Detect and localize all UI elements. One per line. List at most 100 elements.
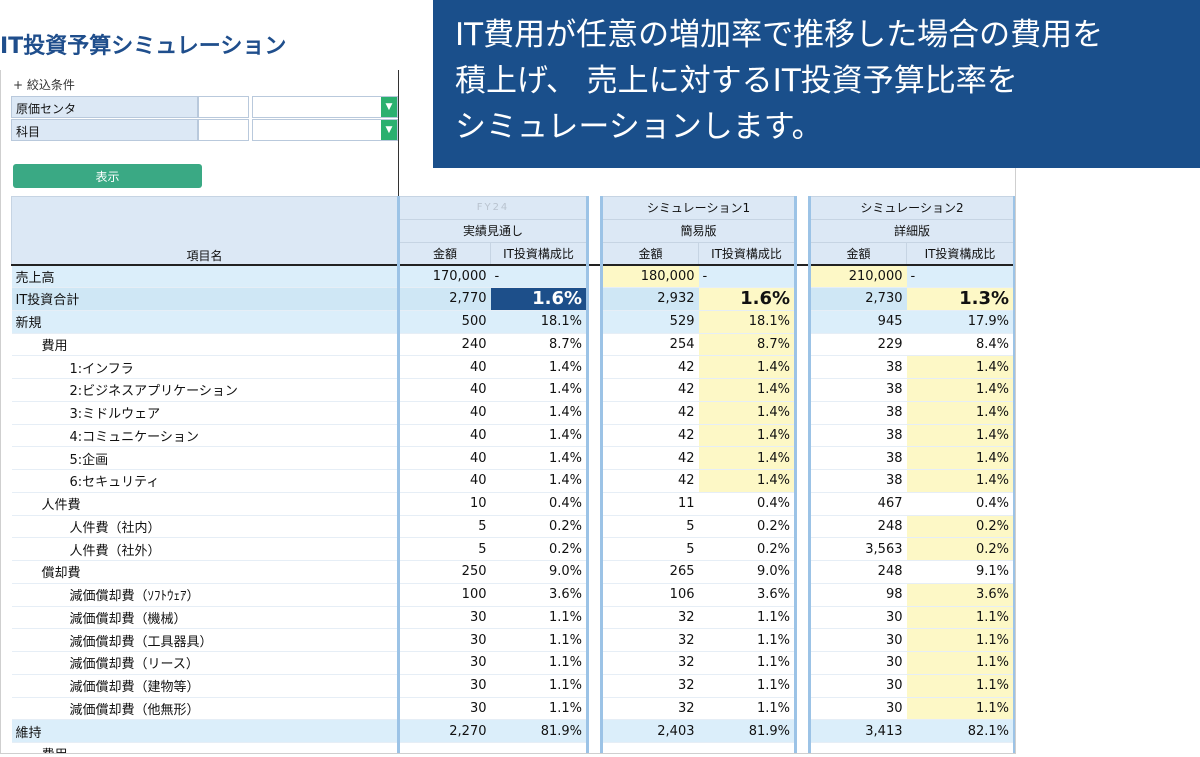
ratio-cell: 0.2% — [698, 537, 797, 561]
row-label: 3:ミドルウェア — [11, 401, 399, 425]
amount-cell: 265 — [600, 560, 699, 584]
amount-cell: 240 — [397, 333, 491, 357]
filter-label-account: 科目 — [11, 119, 198, 141]
filter-toggle[interactable]: + 絞込条件 — [13, 78, 75, 92]
amount-cell: 40 — [397, 469, 491, 493]
ratio-cell: 1.4% — [490, 378, 589, 402]
ratio-cell: 1.4% — [906, 401, 1015, 425]
amount-cell: 248 — [808, 560, 907, 584]
header-row-columns: 金額 IT投資構成比 金額 IT投資構成比 金額 IT投資構成比 — [12, 241, 1015, 266]
group-header-sim2: シミュレーション2 — [808, 196, 1015, 220]
row-label: 費用 — [11, 742, 399, 753]
table-row: 人件費 10 0.4% 11 0.4% 467 0.4% — [11, 492, 1015, 516]
col-header-ratio: IT投資構成比 — [490, 241, 589, 266]
ratio-cell: 8.7% — [698, 333, 797, 357]
amount-cell — [808, 742, 907, 753]
ratio-cell: 1.4% — [698, 401, 797, 425]
cost-center-code-input[interactable] — [198, 96, 249, 118]
table-row: 人件費（社内） 5 0.2% 5 0.2% 248 0.2% — [11, 515, 1015, 539]
row-label: 減価償却費（工具器具） — [11, 628, 399, 652]
ratio-cell: 1.4% — [906, 355, 1015, 379]
row-label: 減価償却費（他無形） — [11, 697, 399, 721]
amount-cell: 180,000 — [600, 263, 699, 288]
amount-cell — [397, 742, 491, 753]
row-label: 減価償却費（ｿﾌﾄｳｪｱ） — [11, 583, 399, 607]
table-row: 2:ビジネスアプリケーション 40 1.4% 42 1.4% 38 1.4% — [11, 378, 1015, 402]
chevron-down-icon[interactable]: ▼ — [381, 120, 397, 140]
ratio-cell: 1.1% — [698, 674, 797, 698]
amount-cell: 254 — [600, 333, 699, 357]
amount-cell: 2,403 — [600, 719, 699, 743]
amount-cell: 42 — [600, 401, 699, 425]
show-button[interactable]: 表示 — [13, 164, 202, 188]
row-label: 減価償却費（建物等） — [11, 674, 399, 698]
row-label: 売上高 — [11, 263, 399, 288]
amount-cell: 40 — [397, 378, 491, 402]
amount-cell: 38 — [808, 469, 907, 493]
table-row: 減価償却費（ｿﾌﾄｳｪｱ） 100 3.6% 106 3.6% 98 3.6% — [11, 583, 1015, 607]
amount-cell: 32 — [600, 674, 699, 698]
table-row: 3:ミドルウェア 40 1.4% 42 1.4% 38 1.4% — [11, 401, 1015, 425]
table-row: 減価償却費（工具器具） 30 1.1% 32 1.1% 30 1.1% — [11, 628, 1015, 652]
amount-cell: 3,413 — [808, 719, 907, 743]
ratio-cell: 0.2% — [490, 515, 589, 539]
ratio-cell: 1.6% — [698, 287, 797, 311]
amount-cell: 30 — [397, 628, 491, 652]
row-label: 人件費（社外） — [11, 537, 399, 561]
amount-cell: 2,270 — [397, 719, 491, 743]
amount-cell: 42 — [600, 446, 699, 470]
table-row: 6:セキュリティ 40 1.4% 42 1.4% 38 1.4% — [11, 469, 1015, 493]
amount-cell: 5 — [600, 537, 699, 561]
ratio-cell: 81.9% — [490, 719, 589, 743]
ratio-cell: 1.4% — [906, 424, 1015, 448]
amount-cell: 30 — [397, 697, 491, 721]
chevron-down-icon[interactable]: ▼ — [381, 97, 397, 117]
row-label: 1:インフラ — [11, 355, 399, 379]
row-label: 償却費 — [11, 560, 399, 584]
col-header-ratio: IT投資構成比 — [906, 241, 1015, 266]
amount-cell: 98 — [808, 583, 907, 607]
col-header-amount: 金額 — [600, 241, 699, 266]
item-name-header: 項目名 — [11, 195, 399, 266]
row-label: IT投資合計 — [11, 287, 399, 311]
ratio-cell: 1.4% — [906, 446, 1015, 470]
amount-cell: 38 — [808, 424, 907, 448]
ratio-cell: 1.1% — [906, 674, 1015, 698]
amount-cell: 38 — [808, 401, 907, 425]
amount-cell: 3,563 — [808, 537, 907, 561]
banner-line: 積上げ、 売上に対するIT投資予算比率を — [455, 63, 1018, 99]
simulation-panel: + 絞込条件 原価センタ ▼ 科目 ▼ 表示 — [0, 70, 1016, 754]
row-label: 2:ビジネスアプリケーション — [11, 378, 399, 402]
ratio-cell: 18.1% — [698, 310, 797, 334]
amount-cell — [600, 742, 699, 753]
ratio-cell: 1.1% — [490, 606, 589, 630]
row-label: 人件費 — [11, 492, 399, 516]
cost-center-select[interactable]: ▼ — [252, 96, 398, 118]
table-row: 減価償却費（他無形） 30 1.1% 32 1.1% 30 1.1% — [11, 697, 1015, 721]
amount-cell: 229 — [808, 333, 907, 357]
table-body: 売上高 170,000-180,000-210,000- IT投資合計 2,770 1.… — [11, 263, 1015, 753]
ratio-cell: 1.4% — [906, 469, 1015, 493]
ratio-cell: 1.4% — [906, 378, 1015, 402]
amount-cell: 30 — [808, 674, 907, 698]
group-subheader-actual: 実績見通し — [397, 218, 589, 243]
amount-cell: 32 — [600, 697, 699, 721]
account-code-input[interactable] — [198, 119, 249, 141]
ratio-cell: 81.9% — [698, 719, 797, 743]
ratio-cell: 1.4% — [698, 446, 797, 470]
ratio-cell: 1.1% — [906, 651, 1015, 675]
ratio-cell: 3.6% — [490, 583, 589, 607]
page-title: IT投資予算シミュレーション — [0, 34, 287, 59]
amount-cell: 30 — [397, 651, 491, 675]
amount-cell: 40 — [397, 355, 491, 379]
amount-cell: 248 — [808, 515, 907, 539]
amount-cell: 5 — [397, 515, 491, 539]
account-select[interactable]: ▼ — [252, 119, 398, 141]
ratio-cell: 0.4% — [490, 492, 589, 516]
ratio-cell: 1.1% — [698, 651, 797, 675]
ratio-cell: 1.4% — [490, 401, 589, 425]
row-label: 人件費（社内） — [11, 515, 399, 539]
ratio-cell: - — [906, 263, 1015, 288]
amount-cell: 2,932 — [600, 287, 699, 311]
table-row: 維持 2,270 81.9% 2,403 81.9% 3,413 82.1% — [11, 719, 1015, 743]
